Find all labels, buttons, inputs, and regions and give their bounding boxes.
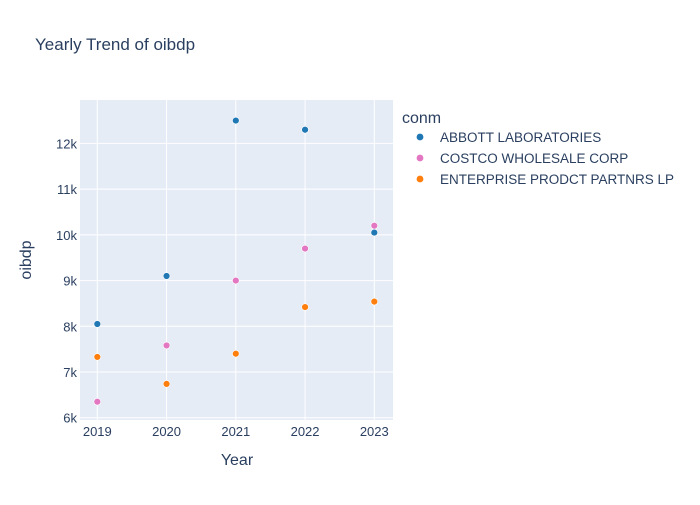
legend: conm ABBOTT LABORATORIES COSTCO WHOLESALE…	[402, 110, 674, 187]
data-point	[93, 398, 102, 406]
legend-item: ABBOTT LABORATORIES	[416, 130, 601, 145]
y-tick-label: 6k	[63, 411, 77, 426]
legend-items: ABBOTT LABORATORIES COSTCO WHOLESALE CORP…	[416, 130, 674, 187]
plot-area	[80, 100, 393, 420]
y-tick-label: 9k	[63, 274, 77, 289]
y-tick-label: 7k	[63, 365, 77, 380]
data-point	[93, 320, 102, 328]
y-axis-label: oibdp	[18, 240, 35, 279]
data-point	[232, 350, 240, 358]
legend-label: ENTERPRISE PRODCT PARTNRS LP	[440, 172, 674, 187]
data-point	[232, 116, 240, 125]
legend-item: ENTERPRISE PRODCT PARTNRS LP	[416, 172, 674, 187]
data-points	[93, 116, 379, 406]
x-tick-label: 2019	[83, 424, 112, 439]
x-tick-label: 2021	[221, 424, 250, 439]
data-point	[162, 380, 171, 388]
data-point	[370, 297, 379, 306]
data-point	[301, 244, 309, 253]
data-point	[162, 272, 171, 280]
grid	[80, 100, 393, 420]
y-tick-label: 10k	[56, 228, 77, 243]
y-tick-label: 8k	[63, 319, 77, 334]
axis-ticks: 6k 7k 8k 9k 10k 11k 12k 2019 2020 2021 2022 2023	[56, 136, 389, 439]
y-tick-label: 12k	[56, 136, 77, 151]
data-point	[162, 341, 171, 350]
x-tick-label: 2020	[152, 424, 181, 439]
x-tick-label: 2022	[291, 424, 320, 439]
data-point	[93, 353, 102, 361]
legend-item: COSTCO WHOLESALE CORP	[416, 151, 628, 166]
legend-marker	[416, 154, 424, 162]
data-point	[370, 222, 379, 230]
legend-marker	[416, 175, 424, 183]
data-point	[370, 228, 379, 237]
data-point	[301, 126, 309, 134]
chart-title: Yearly Trend of oibdp	[35, 35, 195, 54]
x-axis-label: Year	[221, 452, 254, 469]
legend-marker	[416, 133, 424, 141]
legend-title: conm	[402, 110, 441, 127]
legend-label: ABBOTT LABORATORIES	[440, 130, 601, 145]
data-point	[232, 276, 240, 285]
x-tick-label: 2023	[360, 424, 389, 439]
legend-label: COSTCO WHOLESALE CORP	[440, 151, 628, 166]
data-point	[301, 303, 309, 311]
y-tick-label: 11k	[57, 182, 77, 197]
